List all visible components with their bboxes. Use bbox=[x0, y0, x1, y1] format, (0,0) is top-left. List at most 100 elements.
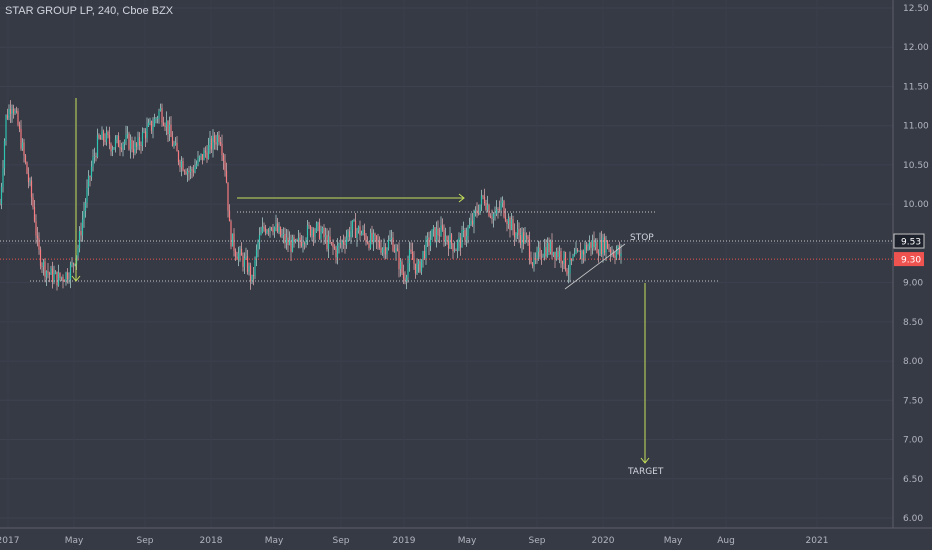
candle-body bbox=[348, 231, 351, 238]
candle-body bbox=[467, 227, 469, 236]
candle-body bbox=[132, 149, 135, 153]
candle-body bbox=[269, 227, 271, 232]
candle-body bbox=[98, 134, 100, 138]
candle-body bbox=[245, 256, 247, 258]
candle-body bbox=[47, 271, 49, 273]
candle-body bbox=[375, 235, 378, 241]
candle-body bbox=[573, 254, 576, 256]
candle-body bbox=[159, 108, 162, 111]
candle-body bbox=[611, 252, 613, 254]
y-tick-label: 7.00 bbox=[903, 436, 923, 446]
candle-body bbox=[264, 228, 267, 234]
candle-body bbox=[308, 225, 310, 227]
candle-body bbox=[342, 241, 345, 244]
candle-body bbox=[441, 225, 444, 230]
candle-body bbox=[323, 228, 325, 238]
candle-body bbox=[324, 235, 327, 238]
candle-body bbox=[557, 251, 559, 257]
candle-body bbox=[233, 233, 235, 251]
candle-body bbox=[321, 228, 324, 232]
candle-body bbox=[554, 251, 556, 259]
candle-body bbox=[284, 233, 286, 243]
candle-body bbox=[564, 252, 567, 270]
candle-body bbox=[131, 139, 133, 150]
candle-body bbox=[620, 253, 622, 257]
candle-body bbox=[279, 226, 282, 237]
candle-body bbox=[603, 237, 606, 253]
candle-body bbox=[515, 233, 517, 238]
candle-body bbox=[482, 195, 484, 197]
candle-body bbox=[581, 251, 583, 260]
candle-body bbox=[237, 253, 240, 260]
candle-body bbox=[411, 251, 414, 260]
candle-body bbox=[405, 277, 408, 281]
candle-body bbox=[512, 219, 514, 231]
candle-body bbox=[443, 229, 445, 242]
candle-body bbox=[213, 135, 216, 143]
candle-body bbox=[122, 144, 124, 150]
candle-body bbox=[183, 170, 186, 172]
candle-body bbox=[357, 226, 360, 231]
candle-body bbox=[434, 227, 436, 241]
candle-body bbox=[572, 255, 574, 261]
x-tick-label: 2020 bbox=[592, 536, 615, 546]
candle-body bbox=[92, 156, 94, 167]
candle-body bbox=[125, 134, 127, 142]
candle-body bbox=[135, 143, 138, 147]
candle-body bbox=[203, 150, 205, 161]
candle-body bbox=[123, 141, 126, 145]
candle-body bbox=[567, 273, 570, 275]
candle-body bbox=[555, 251, 558, 259]
candle-body bbox=[56, 271, 58, 286]
candle-body bbox=[207, 145, 210, 159]
candle-body bbox=[234, 250, 237, 257]
candle-body bbox=[134, 143, 136, 153]
y-axis: 12.5012.0011.5011.0010.5010.009.509.008.… bbox=[0, 4, 929, 524]
candle-body bbox=[330, 242, 333, 244]
candle-body bbox=[353, 220, 355, 222]
candle-body bbox=[381, 249, 384, 253]
candle-body bbox=[141, 132, 144, 146]
candle-body bbox=[291, 237, 294, 252]
candle-body bbox=[561, 261, 564, 264]
candle-body bbox=[168, 124, 171, 135]
candle-body bbox=[440, 225, 442, 236]
y-tick-label: 8.50 bbox=[903, 318, 923, 328]
candle-body bbox=[65, 272, 67, 282]
candle-body bbox=[258, 235, 261, 243]
candle-body bbox=[174, 142, 177, 145]
candle-body bbox=[518, 229, 520, 236]
candle-body bbox=[51, 268, 54, 282]
candle-body bbox=[57, 272, 60, 286]
candle-body bbox=[282, 233, 285, 236]
candle-body bbox=[332, 242, 334, 247]
candle-body bbox=[506, 221, 508, 224]
candle-body bbox=[465, 235, 468, 241]
candle-body bbox=[167, 120, 169, 135]
candle-body bbox=[306, 225, 309, 241]
candle-body bbox=[318, 222, 321, 239]
candle-body bbox=[149, 120, 151, 123]
candle-body bbox=[296, 239, 298, 241]
candle-body bbox=[152, 126, 154, 131]
candle-body bbox=[48, 272, 51, 275]
candle-body bbox=[261, 226, 264, 233]
candle-body bbox=[62, 277, 64, 281]
candle-body bbox=[546, 242, 549, 257]
candle-body bbox=[360, 233, 363, 236]
candle-body bbox=[21, 142, 24, 149]
target-label: TARGET bbox=[627, 467, 664, 477]
candle-body bbox=[495, 209, 498, 214]
candle-body bbox=[69, 264, 72, 280]
candle-body bbox=[500, 202, 502, 210]
candle-body bbox=[560, 251, 562, 262]
candle-body bbox=[393, 250, 396, 252]
candle-body bbox=[536, 251, 538, 259]
candle-body bbox=[543, 247, 546, 257]
candle-body bbox=[339, 243, 342, 245]
price-level-label: 9.30 bbox=[901, 256, 921, 266]
candle-body bbox=[30, 180, 33, 198]
candle-body bbox=[432, 227, 435, 230]
candle-body bbox=[285, 237, 288, 243]
